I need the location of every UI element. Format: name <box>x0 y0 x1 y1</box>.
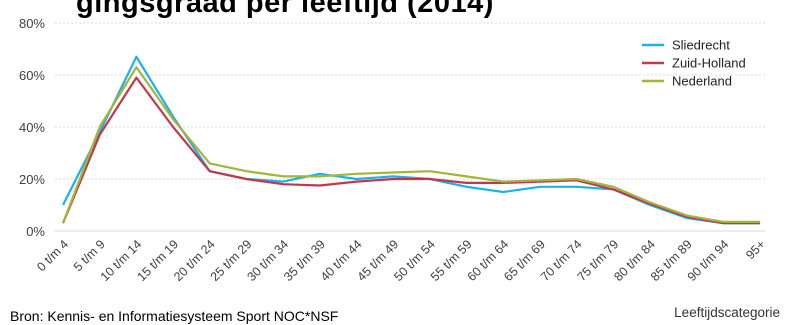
legend-label: Nederland <box>672 74 732 89</box>
legend-label: Zuid-Holland <box>672 56 746 71</box>
y-axis-ticks: 0% 20% 40% 60% 80% <box>19 16 45 239</box>
y-tick-label: 20% <box>19 172 45 187</box>
legend-label: Sliedrecht <box>672 38 730 53</box>
series-line-nederland <box>61 66 760 224</box>
source-note: Bron: Kennis- en Informatiesysteem Sport… <box>10 308 339 324</box>
y-tick-label: 40% <box>19 120 45 135</box>
series-line-zuid-holland <box>61 76 760 225</box>
chart-title: gingsgraad per leeftijd (2014) <box>76 0 494 19</box>
y-tick-label: 80% <box>19 16 45 31</box>
x-tick-label: 95+ <box>743 237 768 262</box>
x-axis-label: Leeftijdscategorie <box>674 305 780 320</box>
series-lines <box>61 55 760 225</box>
legend: Sliedrecht Zuid-Holland Nederland <box>642 38 746 89</box>
gridlines <box>55 22 765 232</box>
y-tick-label: 60% <box>19 68 45 83</box>
y-tick-label: 0% <box>26 224 45 239</box>
x-tick-label: 0 t/m 4 <box>34 237 71 274</box>
